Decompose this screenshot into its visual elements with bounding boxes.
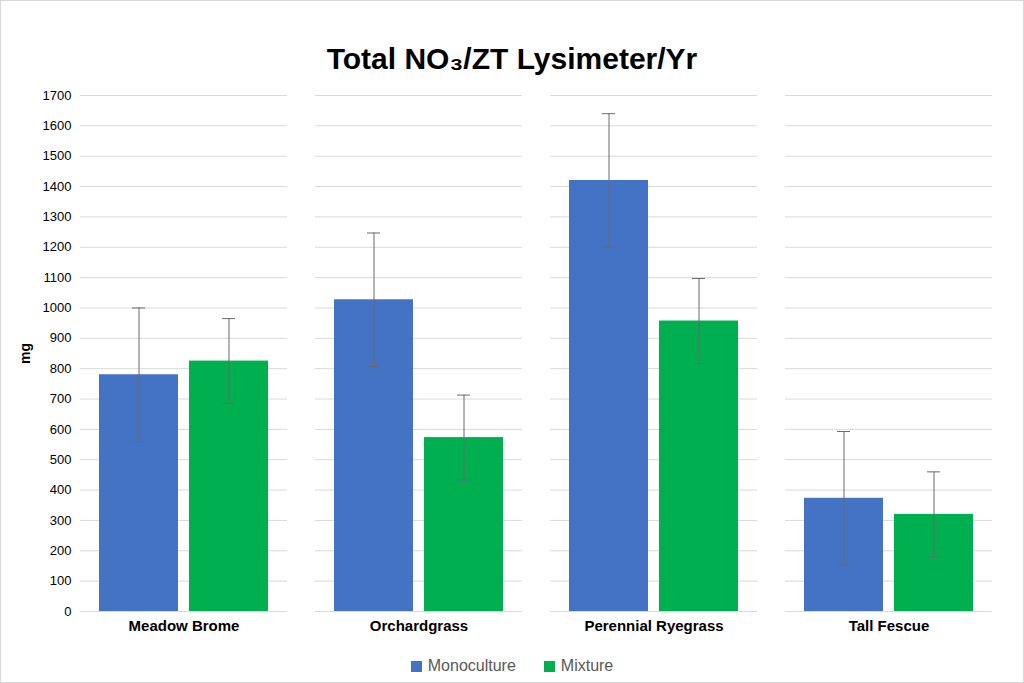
svg-text:400: 400 bbox=[50, 482, 72, 497]
svg-text:300: 300 bbox=[50, 513, 72, 528]
svg-text:1500: 1500 bbox=[43, 148, 72, 163]
html-text:Mixture: Mixture bbox=[560, 657, 614, 674]
svg-text:1700: 1700 bbox=[43, 88, 72, 103]
svg-text:Perennial Ryegrass: Perennial Ryegrass bbox=[584, 617, 723, 634]
svg-text:1100: 1100 bbox=[44, 270, 72, 285]
svg-text:1000: 1000 bbox=[43, 300, 72, 315]
svg-text:600: 600 bbox=[50, 422, 72, 437]
html-text:Monoculture: Monoculture bbox=[427, 657, 516, 674]
svg-text:0: 0 bbox=[64, 604, 71, 619]
svg-text:100: 100 bbox=[50, 573, 72, 588]
svg-text:700: 700 bbox=[50, 391, 72, 406]
svg-text:200: 200 bbox=[50, 543, 72, 558]
svg-text:1200: 1200 bbox=[43, 239, 72, 254]
svg-text:1300: 1300 bbox=[43, 209, 72, 224]
svg-text:mg: mg bbox=[17, 343, 33, 364]
svg-text:500: 500 bbox=[50, 452, 72, 467]
svg-text:800: 800 bbox=[50, 361, 72, 376]
svg-text:900: 900 bbox=[50, 330, 72, 345]
html-text:Total NO₃/ZT Lysimeter/Yr: Total NO₃/ZT Lysimeter/Yr bbox=[326, 42, 698, 75]
svg-text:Orchardgrass: Orchardgrass bbox=[370, 617, 468, 634]
svg-text:1400: 1400 bbox=[43, 179, 72, 194]
svg-text:Tall Fescue: Tall Fescue bbox=[849, 617, 930, 634]
svg-text:1600: 1600 bbox=[43, 118, 72, 133]
svg-text:Meadow Brome: Meadow Brome bbox=[129, 617, 240, 634]
